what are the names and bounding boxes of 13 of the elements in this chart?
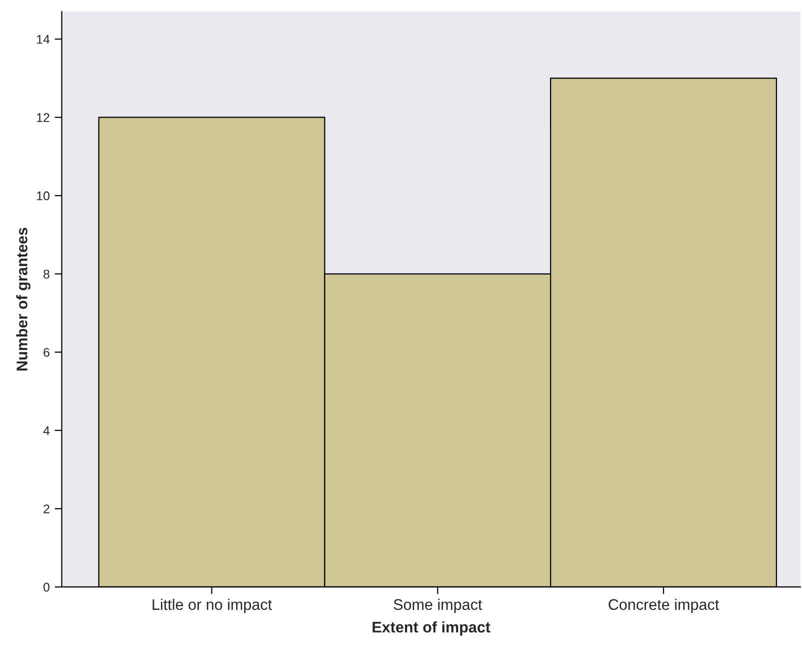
- y-axis-title: Number of grantees: [16, 228, 30, 370]
- y-tick-label: 14: [37, 35, 50, 44]
- y-tick-label: 8: [44, 270, 50, 279]
- x-tick-label: Little or no impact: [152, 598, 272, 613]
- y-tick-label: 0: [43, 582, 50, 592]
- y-tick-label: 6: [44, 348, 50, 357]
- y-tick-label: 12: [37, 113, 50, 122]
- y-tick-label: 10: [37, 191, 50, 200]
- y-tick-label: 4: [43, 426, 50, 435]
- y-tick-label: 2: [44, 504, 50, 514]
- x-tick-label: Concrete impact: [608, 598, 720, 613]
- x-axis-title: Extent of impact: [372, 621, 490, 636]
- x-tick-label: Some impact: [394, 598, 482, 613]
